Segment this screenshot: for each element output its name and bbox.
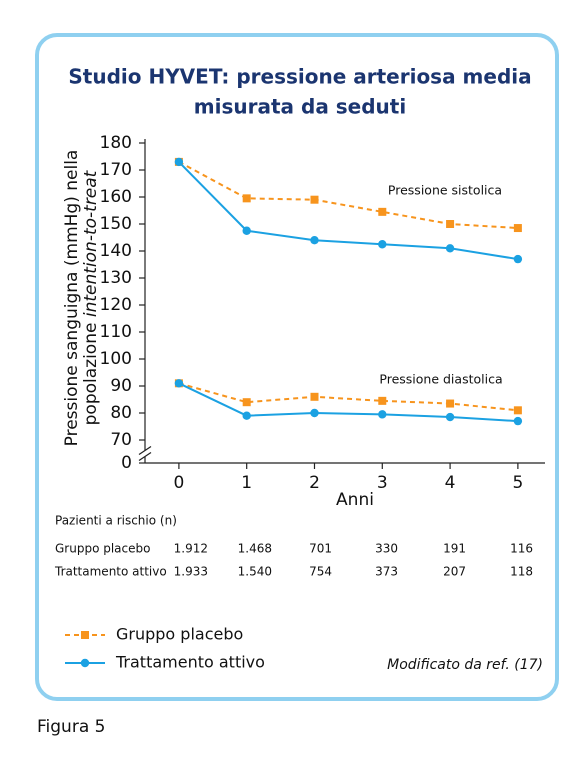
x-tick-label: 4 xyxy=(445,473,456,493)
data-point xyxy=(310,392,319,401)
annotation: Pressione diastolica xyxy=(379,372,502,387)
y-tick-label: 70 xyxy=(110,430,132,450)
series-line xyxy=(178,161,518,230)
y-label-line: popolazione intention-to-treat xyxy=(81,169,101,425)
y-label-part: intention-to-treat xyxy=(81,169,101,317)
annotation: Pressione sistolica xyxy=(388,183,502,198)
table-cell: 373 xyxy=(375,565,398,579)
table-cell: 1.540 xyxy=(238,565,272,579)
table-cell: 754 xyxy=(309,565,332,579)
table-cell: 191 xyxy=(443,542,466,556)
data-point xyxy=(242,398,251,407)
y-tick-label: 110 xyxy=(100,322,132,342)
data-point xyxy=(446,220,455,228)
y-tick-label: 0 xyxy=(121,453,132,473)
table-cell: 1.933 xyxy=(174,565,208,579)
data-point xyxy=(445,244,455,253)
x-tick-label: 1 xyxy=(241,473,252,493)
chart-title: misurata da seduti xyxy=(194,95,406,119)
legend-label: Trattamento attivo xyxy=(115,653,265,672)
y-tick-label: 140 xyxy=(100,241,132,261)
x-tick-label: 3 xyxy=(377,473,388,493)
x-tick-label: 5 xyxy=(512,473,523,493)
table-cell: 701 xyxy=(309,542,332,556)
data-point xyxy=(513,224,522,233)
data-point xyxy=(242,411,251,420)
axis-break xyxy=(138,446,152,455)
y-label-line: Pressione sanguigna (mmHg) nella xyxy=(62,150,82,447)
data-point xyxy=(310,236,319,245)
y-tick-label: 100 xyxy=(100,349,132,369)
y-tick-label: 160 xyxy=(100,187,132,207)
data-point xyxy=(378,240,387,249)
series-line xyxy=(178,382,518,412)
legend-marker xyxy=(80,658,90,668)
chart-title: Studio HYVET: pressione arteriosa media xyxy=(68,65,531,89)
y-tick-label: 120 xyxy=(100,295,132,315)
source: Modificato da ref. (17) xyxy=(387,657,543,673)
data-point xyxy=(513,416,523,426)
data-point xyxy=(310,408,319,418)
data-point xyxy=(242,226,251,235)
y-tick-label: 150 xyxy=(100,214,132,234)
data-point xyxy=(242,194,251,203)
y-label-part: popolazione xyxy=(81,323,101,426)
table-cell: 118 xyxy=(510,565,533,579)
table-cell: 207 xyxy=(443,565,466,579)
data-point xyxy=(513,406,522,415)
series-line xyxy=(178,382,518,423)
figure-caption: Figura 5 xyxy=(37,717,105,737)
row-label: Trattamento attivo xyxy=(54,565,167,579)
axis-break xyxy=(138,452,152,461)
legend-label: Gruppo placebo xyxy=(116,625,243,644)
row-label: Gruppo placebo xyxy=(55,542,150,556)
table-cell: 116 xyxy=(510,542,533,556)
table-cell: 1.912 xyxy=(174,542,208,556)
data-point xyxy=(378,410,387,419)
y-axis-label: Pressione sanguigna (mmHg) nella popolaz… xyxy=(62,150,101,447)
data-point xyxy=(446,399,455,408)
y-tick-label: 80 xyxy=(110,403,132,423)
table-title: Pazienti a rischio (n) xyxy=(55,514,177,528)
x-axis-label: Anni xyxy=(336,490,374,510)
data-point xyxy=(174,379,184,388)
legend-marker xyxy=(81,631,89,639)
x-tick-label: 0 xyxy=(173,473,184,493)
table-cell: 330 xyxy=(375,542,398,556)
y-tick-label: 130 xyxy=(100,268,132,288)
data-point xyxy=(513,254,523,264)
data-point xyxy=(378,207,387,216)
series-line xyxy=(178,161,519,261)
x-tick-label: 2 xyxy=(309,473,320,493)
card xyxy=(35,33,559,701)
axis-break-gap xyxy=(139,450,151,457)
y-tick-label: 180 xyxy=(100,133,132,153)
data-point xyxy=(310,195,319,204)
data-point xyxy=(445,412,455,422)
y-tick-label: 90 xyxy=(110,376,132,396)
data-point xyxy=(174,157,184,167)
table-cell: 1.468 xyxy=(238,542,272,556)
data-point xyxy=(378,396,387,405)
y-tick-label: 170 xyxy=(100,160,132,180)
